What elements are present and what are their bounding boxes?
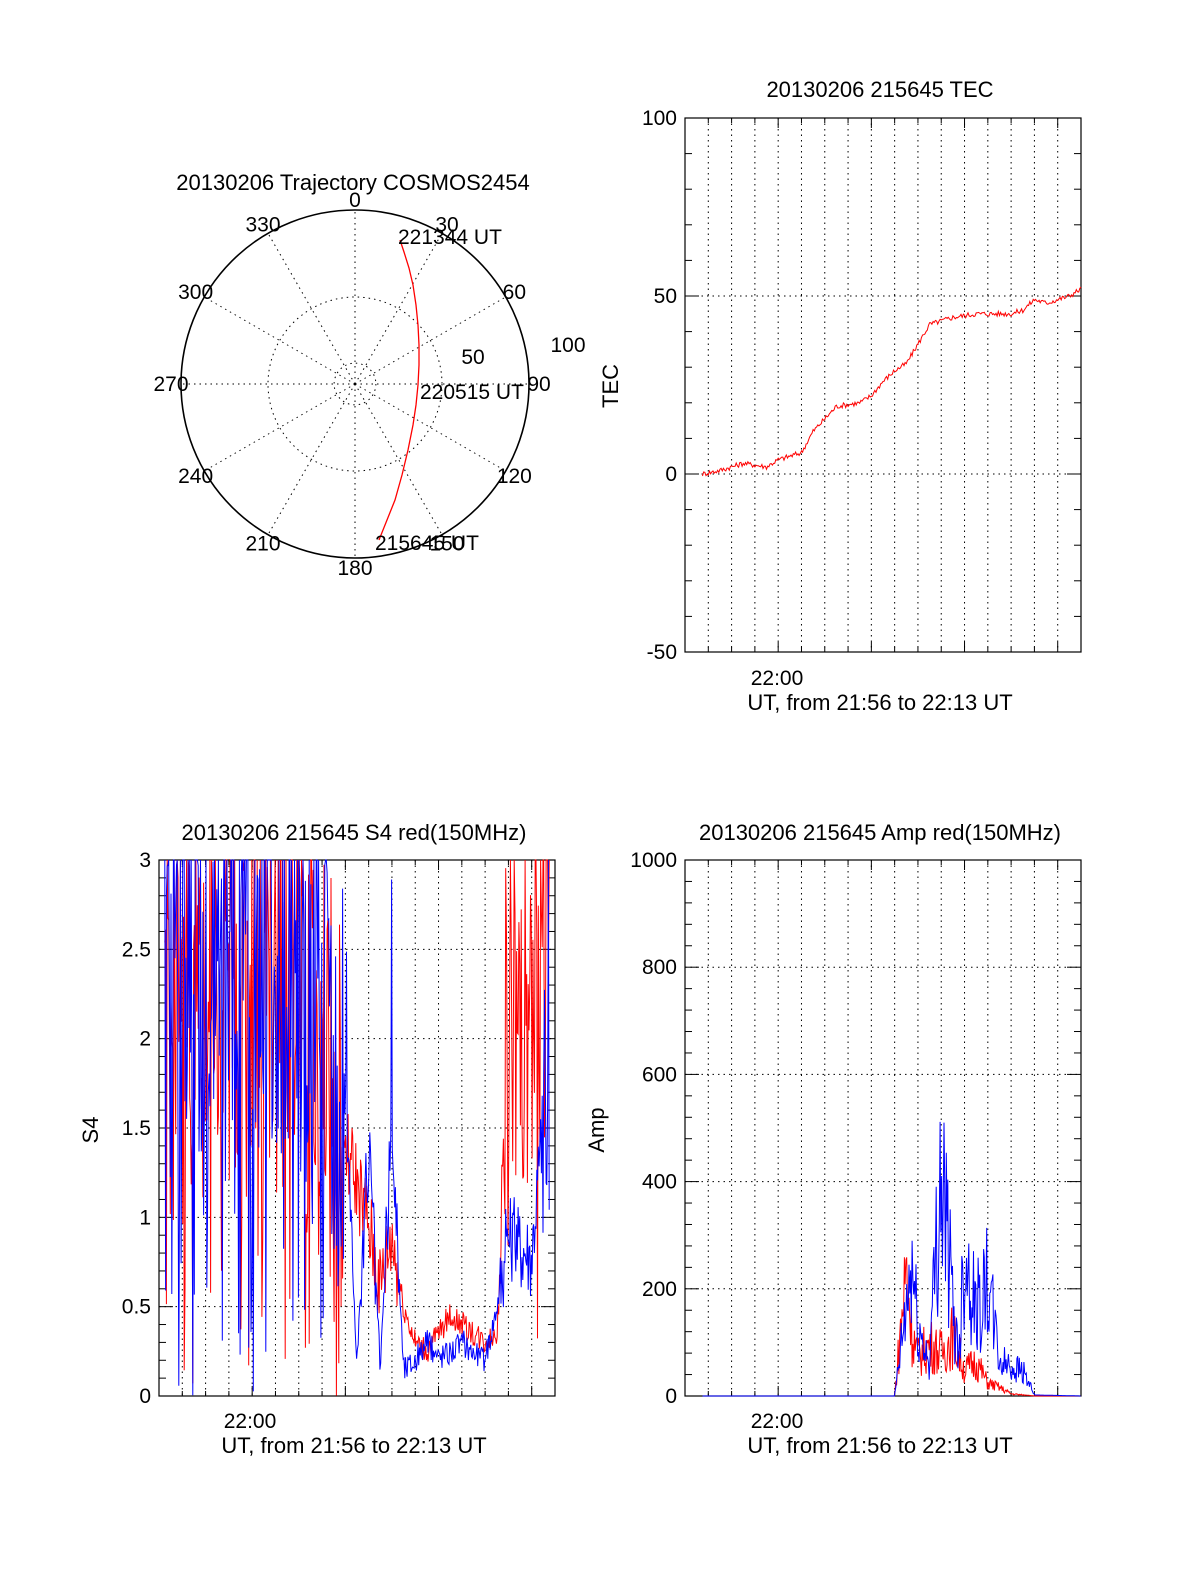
y-axis-label: Amp <box>584 1107 609 1152</box>
y-tick-label: 0 <box>665 463 677 486</box>
y-tick-label: 100 <box>642 107 677 130</box>
radius-label: 50 <box>461 346 484 369</box>
plot-frame <box>684 117 1082 653</box>
y-tick-label: 800 <box>642 956 677 979</box>
y-tick-label: 2 <box>139 1028 151 1051</box>
angle-label: 90 <box>527 373 550 396</box>
y-tick-label: 1000 <box>630 849 677 872</box>
angle-label: 60 <box>503 281 526 304</box>
angle-label: 0 <box>349 189 361 212</box>
outer-circle <box>180 209 530 559</box>
y-tick-label: 600 <box>642 1063 677 1086</box>
y-tick-label: 1.5 <box>122 1117 151 1140</box>
y-tick-label: 3 <box>139 849 151 872</box>
grid-circle <box>267 296 443 472</box>
radius-label: 100 <box>550 334 585 357</box>
series-line <box>164 859 550 1396</box>
angle-label: 270 <box>153 373 188 396</box>
y-tick-label: 400 <box>642 1171 677 1194</box>
y-axis-label: S4 <box>78 1117 103 1144</box>
angle-label: 150 <box>429 532 464 555</box>
series-line <box>702 286 1082 477</box>
grid-lines <box>685 118 1081 652</box>
plot-frame <box>684 859 1082 1397</box>
y-tick-label: 2.5 <box>122 938 151 961</box>
angle-label: 120 <box>497 465 532 488</box>
chart-title: 20130206 215645 TEC <box>766 77 993 102</box>
grid-spoke <box>354 383 443 535</box>
grid-spoke <box>267 383 356 535</box>
chart-title: 20130206 215645 Amp red(150MHz) <box>699 820 1061 845</box>
angle-label: 240 <box>178 465 213 488</box>
grid-spoke <box>267 233 356 385</box>
chart-title: 20130206 Trajectory COSMOS2454 <box>176 170 529 195</box>
angle-label: 210 <box>245 532 280 555</box>
x-tick-label: 22:00 <box>751 1410 804 1433</box>
y-tick-label: 0 <box>665 1385 677 1408</box>
trajectory-line <box>378 239 420 541</box>
grid-spoke <box>204 383 356 472</box>
y-tick-label: 1 <box>139 1206 151 1229</box>
angle-label: 180 <box>337 557 372 580</box>
x-tick-label: 22:00 <box>751 667 804 690</box>
y-tick-label: 0 <box>139 1385 151 1408</box>
trajectory-time-label: 220515 UT <box>420 381 524 404</box>
grid-spoke <box>354 296 506 385</box>
trajectory-time-label: 221344 UT <box>398 226 502 249</box>
angle-label: 330 <box>245 214 280 237</box>
amp-line-chart: 20130206 215645 Amp red(150MHz) Amp 22:0… <box>584 820 1082 1458</box>
x-tick-label: 22:00 <box>224 1410 277 1433</box>
series-line <box>702 1121 1081 1397</box>
chart-title: 20130206 215645 S4 red(150MHz) <box>182 820 527 845</box>
grid-spoke <box>354 383 506 472</box>
y-tick-label: 0.5 <box>122 1296 151 1319</box>
trajectory-polar-chart: 20130206 Trajectory COSMOS2454 0 30 60 90 12… <box>153 170 585 580</box>
ticks: -50 0 50 100 <box>642 107 1082 664</box>
s4-line-chart: 20130206 215645 S4 red(150MHz) S4 22:00 … <box>78 820 556 1458</box>
x-axis-label: UT, from 21:56 to 22:13 UT <box>747 690 1012 715</box>
y-tick-label: 50 <box>654 285 677 308</box>
y-tick-label: 200 <box>642 1278 677 1301</box>
trajectory-time-label: 215645 UT <box>375 532 479 555</box>
y-axis-label: TEC <box>598 364 623 408</box>
grid-circle <box>333 362 377 406</box>
y-tick-label: -50 <box>647 641 677 664</box>
x-axis-label: UT, from 21:56 to 22:13 UT <box>747 1433 1012 1458</box>
angle-label: 300 <box>178 281 213 304</box>
grid-spoke <box>354 233 443 385</box>
angle-label: 30 <box>435 214 458 237</box>
ticks: 0 200 400 600 800 1000 <box>630 849 1082 1408</box>
tec-line-chart: 20130206 215645 TEC TEC 22:00 UT, from 2… <box>598 77 1082 715</box>
x-axis-label: UT, from 21:56 to 22:13 UT <box>221 1433 486 1458</box>
grid-spoke <box>204 296 356 385</box>
grid-lines <box>685 860 1081 1396</box>
